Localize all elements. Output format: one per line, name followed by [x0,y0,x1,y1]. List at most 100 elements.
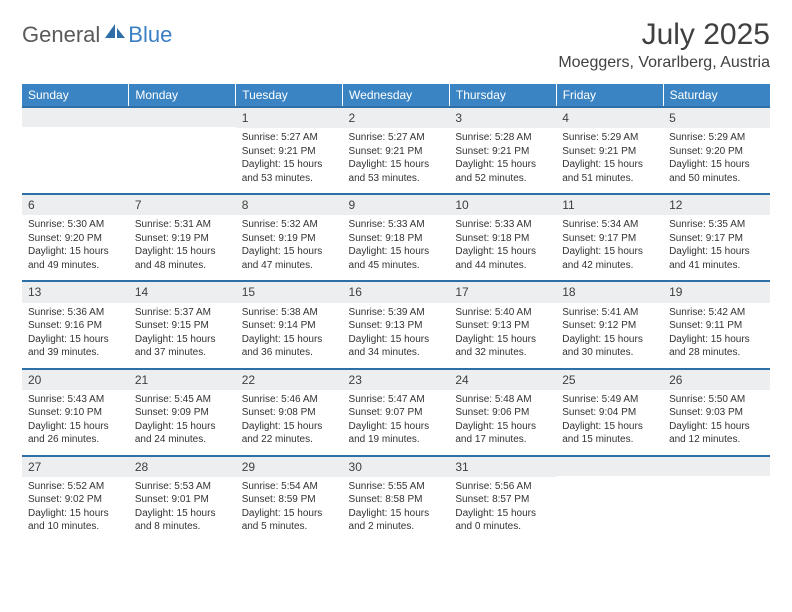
day-cell: 20Sunrise: 5:43 AMSunset: 9:10 PMDayligh… [22,369,129,456]
day-content: Sunrise: 5:28 AMSunset: 9:21 PMDaylight:… [449,128,556,193]
day-cell: 4Sunrise: 5:29 AMSunset: 9:21 PMDaylight… [556,107,663,194]
day-cell: 23Sunrise: 5:47 AMSunset: 9:07 PMDayligh… [343,369,450,456]
day-number: 7 [129,195,236,215]
day-cell [129,107,236,194]
day-number: 9 [343,195,450,215]
day-number: 1 [236,108,343,128]
day-cell: 17Sunrise: 5:40 AMSunset: 9:13 PMDayligh… [449,281,556,368]
day-content: Sunrise: 5:45 AMSunset: 9:09 PMDaylight:… [129,390,236,455]
day-content: Sunrise: 5:35 AMSunset: 9:17 PMDaylight:… [663,215,770,280]
day-cell: 15Sunrise: 5:38 AMSunset: 9:14 PMDayligh… [236,281,343,368]
day-content: Sunrise: 5:42 AMSunset: 9:11 PMDaylight:… [663,303,770,368]
calendar-body: 1Sunrise: 5:27 AMSunset: 9:21 PMDaylight… [22,107,770,542]
day-content: Sunrise: 5:36 AMSunset: 9:16 PMDaylight:… [22,303,129,368]
calendar: SundayMondayTuesdayWednesdayThursdayFrid… [22,84,770,542]
day-cell: 3Sunrise: 5:28 AMSunset: 9:21 PMDaylight… [449,107,556,194]
logo-text-blue: Blue [128,22,172,48]
day-cell: 11Sunrise: 5:34 AMSunset: 9:17 PMDayligh… [556,194,663,281]
day-header-row: SundayMondayTuesdayWednesdayThursdayFrid… [22,84,770,107]
day-number: 10 [449,195,556,215]
day-content: Sunrise: 5:52 AMSunset: 9:02 PMDaylight:… [22,477,129,542]
day-content: Sunrise: 5:38 AMSunset: 9:14 PMDaylight:… [236,303,343,368]
day-number: 20 [22,370,129,390]
day-number: 31 [449,457,556,477]
day-cell: 24Sunrise: 5:48 AMSunset: 9:06 PMDayligh… [449,369,556,456]
day-content: Sunrise: 5:31 AMSunset: 9:19 PMDaylight:… [129,215,236,280]
day-cell: 26Sunrise: 5:50 AMSunset: 9:03 PMDayligh… [663,369,770,456]
day-number: 4 [556,108,663,128]
day-cell: 30Sunrise: 5:55 AMSunset: 8:58 PMDayligh… [343,456,450,542]
month-title: July 2025 [558,18,770,52]
day-number: 2 [343,108,450,128]
week-row: 1Sunrise: 5:27 AMSunset: 9:21 PMDaylight… [22,107,770,194]
day-cell: 14Sunrise: 5:37 AMSunset: 9:15 PMDayligh… [129,281,236,368]
day-number: 30 [343,457,450,477]
week-row: 6Sunrise: 5:30 AMSunset: 9:20 PMDaylight… [22,194,770,281]
day-number: 19 [663,282,770,302]
week-row: 13Sunrise: 5:36 AMSunset: 9:16 PMDayligh… [22,281,770,368]
day-number: 5 [663,108,770,128]
day-number: 17 [449,282,556,302]
day-header: Wednesday [343,84,450,107]
day-content: Sunrise: 5:49 AMSunset: 9:04 PMDaylight:… [556,390,663,455]
day-content: Sunrise: 5:33 AMSunset: 9:18 PMDaylight:… [343,215,450,280]
day-cell [22,107,129,194]
day-content: Sunrise: 5:32 AMSunset: 9:19 PMDaylight:… [236,215,343,280]
day-content: Sunrise: 5:27 AMSunset: 9:21 PMDaylight:… [236,128,343,193]
day-cell: 29Sunrise: 5:54 AMSunset: 8:59 PMDayligh… [236,456,343,542]
day-cell: 2Sunrise: 5:27 AMSunset: 9:21 PMDaylight… [343,107,450,194]
day-content: Sunrise: 5:37 AMSunset: 9:15 PMDaylight:… [129,303,236,368]
day-content: Sunrise: 5:43 AMSunset: 9:10 PMDaylight:… [22,390,129,455]
day-cell: 19Sunrise: 5:42 AMSunset: 9:11 PMDayligh… [663,281,770,368]
day-content: Sunrise: 5:27 AMSunset: 9:21 PMDaylight:… [343,128,450,193]
day-number: 25 [556,370,663,390]
day-cell: 5Sunrise: 5:29 AMSunset: 9:20 PMDaylight… [663,107,770,194]
logo-text-general: General [22,22,100,48]
day-content: Sunrise: 5:50 AMSunset: 9:03 PMDaylight:… [663,390,770,455]
day-number: 28 [129,457,236,477]
day-content: Sunrise: 5:47 AMSunset: 9:07 PMDaylight:… [343,390,450,455]
day-content: Sunrise: 5:29 AMSunset: 9:21 PMDaylight:… [556,128,663,193]
day-content: Sunrise: 5:56 AMSunset: 8:57 PMDaylight:… [449,477,556,542]
day-header: Saturday [663,84,770,107]
logo: General Blue [22,22,172,48]
day-number: 13 [22,282,129,302]
day-number: 27 [22,457,129,477]
title-block: July 2025 Moeggers, Vorarlberg, Austria [558,18,770,72]
day-cell: 21Sunrise: 5:45 AMSunset: 9:09 PMDayligh… [129,369,236,456]
day-cell: 22Sunrise: 5:46 AMSunset: 9:08 PMDayligh… [236,369,343,456]
day-cell: 28Sunrise: 5:53 AMSunset: 9:01 PMDayligh… [129,456,236,542]
day-content: Sunrise: 5:55 AMSunset: 8:58 PMDaylight:… [343,477,450,542]
day-content: Sunrise: 5:46 AMSunset: 9:08 PMDaylight:… [236,390,343,455]
day-cell: 1Sunrise: 5:27 AMSunset: 9:21 PMDaylight… [236,107,343,194]
day-cell: 16Sunrise: 5:39 AMSunset: 9:13 PMDayligh… [343,281,450,368]
header: General Blue July 2025 Moeggers, Vorarlb… [22,18,770,72]
day-number: 11 [556,195,663,215]
day-number: 29 [236,457,343,477]
day-content: Sunrise: 5:33 AMSunset: 9:18 PMDaylight:… [449,215,556,280]
day-header: Sunday [22,84,129,107]
day-content: Sunrise: 5:29 AMSunset: 9:20 PMDaylight:… [663,128,770,193]
day-content: Sunrise: 5:48 AMSunset: 9:06 PMDaylight:… [449,390,556,455]
day-cell: 6Sunrise: 5:30 AMSunset: 9:20 PMDaylight… [22,194,129,281]
day-number: 8 [236,195,343,215]
day-cell: 31Sunrise: 5:56 AMSunset: 8:57 PMDayligh… [449,456,556,542]
day-content: Sunrise: 5:54 AMSunset: 8:59 PMDaylight:… [236,477,343,542]
day-cell: 8Sunrise: 5:32 AMSunset: 9:19 PMDaylight… [236,194,343,281]
day-number: 12 [663,195,770,215]
day-content: Sunrise: 5:41 AMSunset: 9:12 PMDaylight:… [556,303,663,368]
day-content: Sunrise: 5:39 AMSunset: 9:13 PMDaylight:… [343,303,450,368]
day-number: 23 [343,370,450,390]
day-cell: 12Sunrise: 5:35 AMSunset: 9:17 PMDayligh… [663,194,770,281]
day-number: 24 [449,370,556,390]
day-cell: 10Sunrise: 5:33 AMSunset: 9:18 PMDayligh… [449,194,556,281]
day-content: Sunrise: 5:34 AMSunset: 9:17 PMDaylight:… [556,215,663,280]
day-cell: 18Sunrise: 5:41 AMSunset: 9:12 PMDayligh… [556,281,663,368]
location: Moeggers, Vorarlberg, Austria [558,54,770,72]
day-header: Friday [556,84,663,107]
day-content: Sunrise: 5:53 AMSunset: 9:01 PMDaylight:… [129,477,236,542]
day-header: Monday [129,84,236,107]
day-content: Sunrise: 5:30 AMSunset: 9:20 PMDaylight:… [22,215,129,280]
day-cell [556,456,663,542]
day-cell: 25Sunrise: 5:49 AMSunset: 9:04 PMDayligh… [556,369,663,456]
